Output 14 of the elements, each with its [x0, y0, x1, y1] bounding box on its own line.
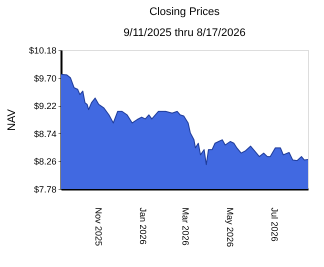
y-tick-label: $8.74 [34, 128, 56, 139]
x-tick-label: Jan 2026 [138, 208, 148, 245]
y-tick-label: $8.26 [34, 156, 56, 167]
chart-title: Closing Prices [149, 6, 220, 18]
y-tick-label: $10.18 [28, 46, 56, 56]
y-tick-label: $7.78 [34, 184, 56, 194]
chart-subtitle: 9/11/2025 thru 8/17/2026 [123, 27, 246, 39]
y-tick-label: $9.70 [34, 73, 56, 84]
x-tick-label: Mar 2026 [180, 208, 191, 246]
x-tick-label: Jul 2026 [269, 208, 280, 242]
y-tick-label: $9.22 [34, 101, 56, 112]
y-axis-title: NAV [6, 108, 18, 131]
x-tick-label: Nov 2025 [94, 208, 104, 246]
x-tick-label: May 2026 [225, 208, 236, 248]
